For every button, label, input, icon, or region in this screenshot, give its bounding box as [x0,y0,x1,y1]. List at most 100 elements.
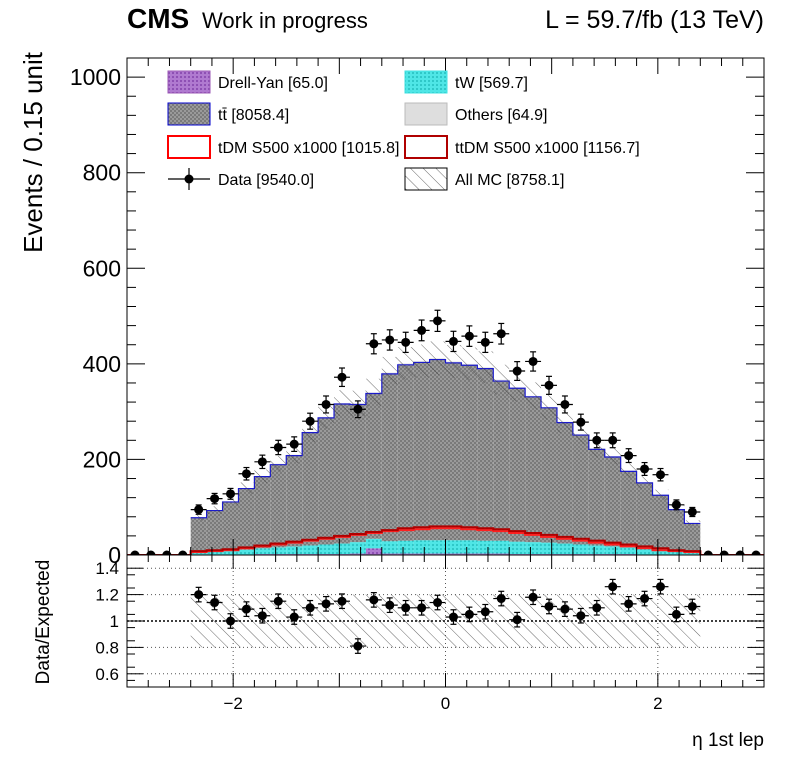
data-point [127,550,143,555]
ratio-point [397,599,414,616]
ratio-point [381,597,398,614]
data-point [270,439,287,456]
drell-yan-bar [461,553,478,555]
ratio-point [286,609,303,625]
ratio-point [206,594,223,611]
ratio-point [222,613,239,629]
mc-uncertainty-band [238,482,255,494]
drell-yan-bar [445,553,462,555]
ratio-point [604,578,621,595]
mc-uncertainty-band [477,351,494,384]
ratio-point [302,599,319,616]
ratio-point [556,601,573,617]
drell-yan-bar [493,553,510,555]
data-point [668,499,685,511]
mc-uncertainty-band [461,347,478,381]
ttbar-bar [525,396,542,543]
ratio-y-tick-label: 1.2 [95,586,119,605]
ratio-y-tick-label: 1.4 [95,559,119,578]
ratio-point [318,595,335,612]
legend-swatch [167,135,211,159]
ttbar-bar [318,417,335,545]
mc-uncertainty-band [381,356,398,388]
data-point [429,309,446,333]
main-panel: 0 200 400 600 800 1000 [70,57,765,568]
ratio-point [477,603,494,620]
data-point [493,322,510,345]
ratio-point [461,606,478,623]
tw-bar [270,547,287,555]
data-point [349,400,366,419]
ratio-point [254,607,271,624]
ratio-point [270,593,287,610]
legend-label: ttDM S500 x1000 [1156.7] [455,140,640,157]
y-tick-label: 600 [83,255,121,281]
legend-label: Others [64.9] [455,107,548,124]
legend-swatch [404,167,448,191]
y-tick-label: 400 [83,351,121,377]
legend-entry: Drell-Yan [65.0] [167,70,328,94]
ttbar-bar [588,449,605,546]
x-tick-label: −2 [223,694,242,713]
main-plot-area [127,309,764,555]
drell-yan-bar [477,553,494,555]
ratio-point [493,590,510,607]
tw-bar [556,543,573,555]
tw-bar [636,548,653,555]
tw-bar [318,544,335,555]
ttbar-bar [302,432,319,546]
tw-bar [397,540,414,554]
ratio-point [349,638,366,654]
ttbar-bar [604,457,621,547]
drell-yan-bar [397,553,414,555]
y-tick-label: 1000 [70,64,121,90]
mc-uncertainty-band [286,446,303,464]
data-point [572,413,589,431]
lumi-label: L = 59.7/fb (13 TeV) [545,6,764,34]
legend-label: tW [569.7] [455,75,528,92]
mc-uncertainty-band [636,476,653,489]
ttbar-bar [541,407,557,543]
mc-uncertainty-band [445,345,462,378]
ratio-panel: 0.6 0.8 1 1.2 1.4 −2 0 2 [95,554,765,713]
tw-bar [302,545,319,555]
ratio-plot-area [127,555,764,687]
data-point [397,331,414,354]
tw-bar [445,540,462,554]
ttbar-bar [620,471,637,548]
x-tick-label: 2 [653,694,662,713]
tw-bar [525,542,542,555]
data-point [365,333,382,355]
drell-yan-bar [381,553,398,555]
data-point [445,330,462,353]
mc-uncertainty-band [190,514,207,521]
mc-uncertainty-band [572,423,589,445]
mc-uncertainty-band [684,520,701,526]
legend-label: tt̄ [8058.4] [218,107,289,124]
experiment-label: CMS [127,3,189,34]
mc-uncertainty-band [397,347,414,380]
mc-uncertainty-band [365,378,382,407]
legend-swatch [404,70,448,94]
ttbar-bar [477,368,494,541]
data-point [700,550,717,555]
ratio-y-axis-title: Data/Expected [33,560,54,685]
drell-yan-bar [349,553,366,555]
ttbar-bar [636,482,653,549]
ttbar-bar [556,422,573,544]
data-point [461,325,478,347]
mc-uncertainty-band [588,439,605,458]
data-point [206,492,223,505]
legend-entry: ttDM S500 x1000 [1156.7] [404,135,640,159]
mc-uncertainty-band [556,410,573,434]
tw-bar [190,552,207,555]
data-point [748,550,764,555]
tw-bar [493,540,510,554]
data-point [652,467,669,482]
tw-bar [509,541,526,555]
ttbar-bar [270,464,287,548]
mc-uncertainty-band [270,455,287,472]
tw-bar [477,540,494,554]
ttbar-bar [286,455,303,547]
data-point [620,448,637,464]
